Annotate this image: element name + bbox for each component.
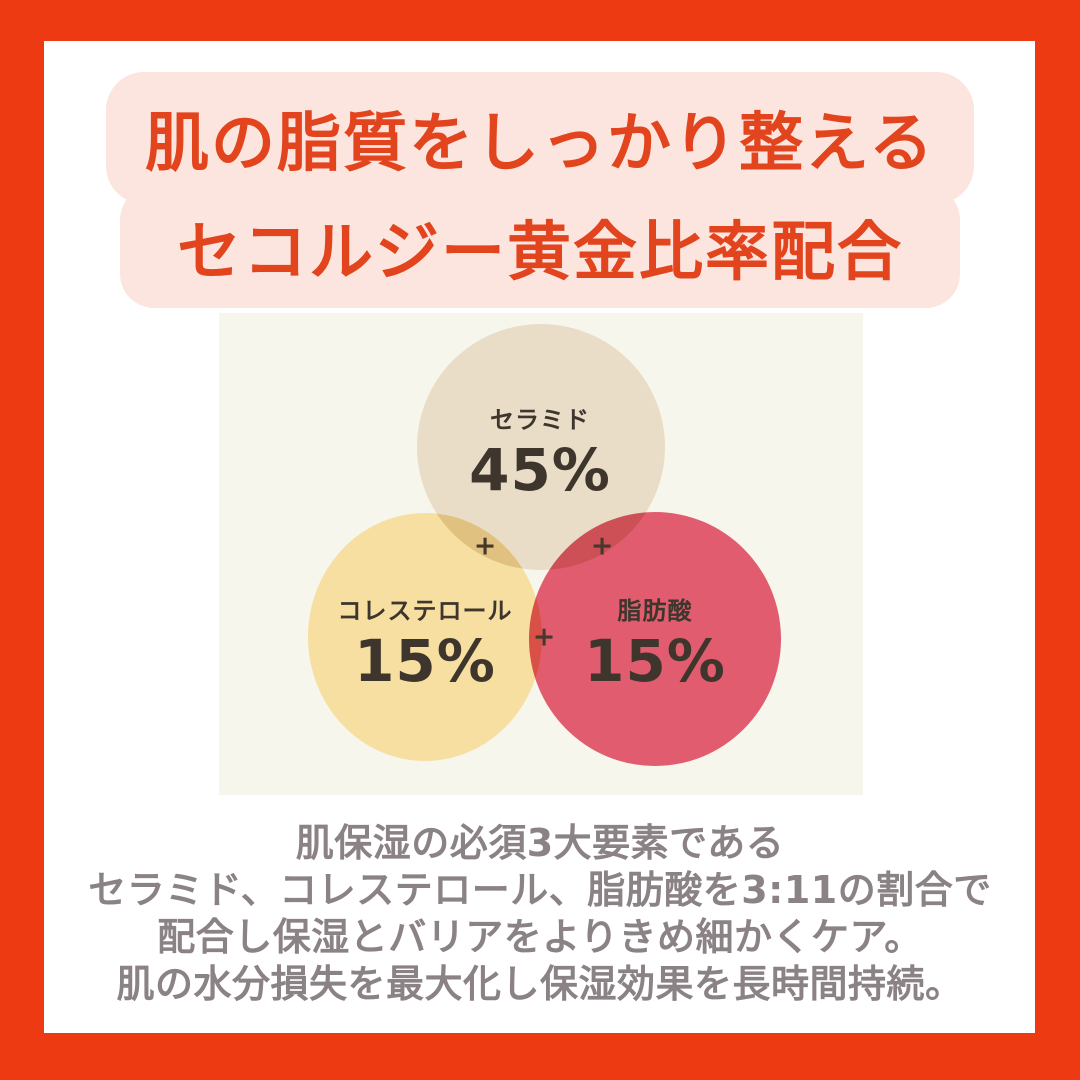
cholesterol-label: コレステロール [337,597,513,625]
description-line: 配合し保湿とバリアをよりきめ細かくケア。 [157,915,923,959]
cholesterol-circle [308,513,542,761]
ceramide-label-block: セラミド 45% [469,408,611,499]
plus-icon: + [532,621,556,653]
ceramide-label: セラミド [489,406,590,434]
fatty-acid-value: 15% [584,627,726,695]
fatty-acid-circle [529,512,781,766]
description-line: 肌保湿の必須3大要素である [295,821,785,865]
ceramide-value: 45% [469,436,611,504]
cholesterol-label-block: コレステロール 15% [338,599,513,690]
ratio-diagram-panel: セラミド 45% コレステロール 15% 脂肪酸 15% + + + [219,313,863,795]
description-line: 肌の水分損失を最大化し保湿効果を長時間持続。 [116,962,964,1006]
description-line: セラミド、コレステロール、脂肪酸を3:11の割合で [88,868,992,912]
headline-box-1: 肌の脂質をしっかり整える [106,72,974,204]
venn-circles [308,324,781,766]
fatty-acid-label-block: 脂肪酸 15% [584,599,726,690]
ceramide-circle [417,324,665,570]
plus-icon: + [473,530,497,562]
fatty-acid-label: 脂肪酸 [617,597,693,625]
description-paragraph: 肌保湿の必須3大要素である セラミド、コレステロール、脂肪酸を3:11の割合で … [44,820,1036,1008]
headline-line-1: 肌の脂質をしっかり整える [144,107,936,181]
cholesterol-value: 15% [354,627,496,695]
plus-icon: + [590,530,614,562]
headline-line-2: セコルジー黄金比率配合 [177,216,903,290]
headline-box-2: セコルジー黄金比率配合 [120,186,960,308]
